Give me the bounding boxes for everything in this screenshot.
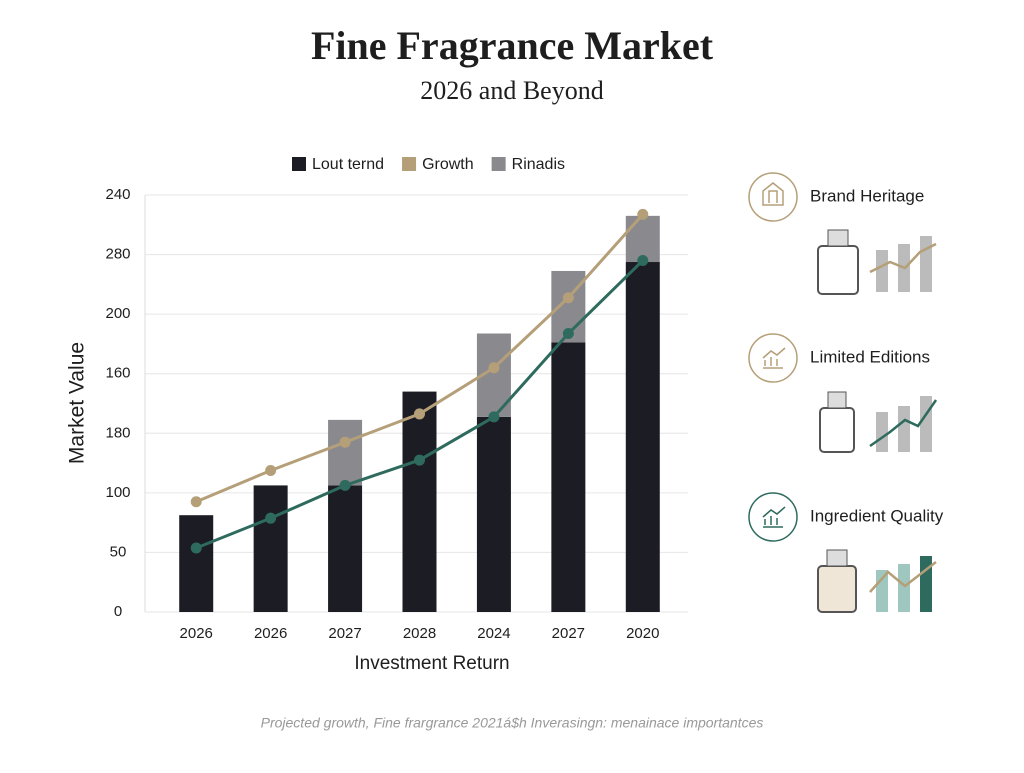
bar: [402, 391, 437, 612]
icon: [762, 506, 786, 528]
arrow-icon: [876, 570, 888, 612]
trend-icon: [869, 399, 938, 448]
bar: [328, 419, 363, 486]
trend-icon: [869, 242, 937, 274]
icon: [762, 347, 786, 369]
y-tick-label: 100: [105, 484, 130, 501]
bottle: [819, 407, 855, 453]
legend-label: Lout ternd: [312, 156, 384, 173]
point: [562, 292, 574, 304]
side-item-title: Brand Heritage: [810, 186, 924, 205]
point: [339, 436, 351, 448]
bottle-cap: [827, 229, 849, 247]
bottle: [817, 245, 859, 295]
arrow-icon: [898, 406, 910, 452]
bar: [179, 515, 214, 612]
arrow-icon: [920, 556, 932, 612]
arrow-icon: [920, 236, 932, 292]
chart-title: Fine Fragrance Market: [311, 23, 714, 68]
bottle: [817, 565, 857, 613]
x-tick-label: 2026: [180, 625, 213, 642]
point: [488, 411, 500, 423]
icon: [748, 172, 798, 222]
trend-icon: [869, 561, 937, 593]
x-tick-label: 2020: [626, 625, 659, 642]
point: [190, 496, 202, 508]
x-tick-label: 2024: [477, 625, 510, 642]
point: [562, 328, 574, 340]
side-panel: Brand Heritage Limited Editions Ingredie…: [748, 172, 944, 613]
point: [637, 208, 649, 220]
point: [190, 542, 202, 554]
arrow-icon: [920, 396, 932, 452]
point: [265, 512, 277, 524]
bottle-cap: [827, 391, 847, 409]
point: [637, 255, 649, 267]
y-tick-label: 200: [105, 305, 130, 322]
icon: [748, 492, 798, 542]
y-tick-label: 50: [110, 543, 127, 560]
y-tick-label: 280: [105, 246, 130, 263]
bar: [476, 416, 511, 612]
bar: [253, 485, 288, 612]
icon: [748, 333, 798, 383]
legend-label: Rinadis: [512, 156, 565, 173]
legend-swatch: [292, 157, 306, 171]
y-tick-label: 0: [114, 603, 122, 620]
x-tick-label: 2026: [254, 625, 287, 642]
legend-swatch: [402, 157, 417, 171]
x-tick-label: 2028: [403, 625, 436, 642]
legend-label: Growth: [422, 156, 474, 173]
x-tick-label: 2027: [328, 625, 361, 642]
point: [339, 479, 351, 491]
y-tick-label: 160: [105, 365, 130, 382]
bar: [551, 342, 586, 612]
point: [488, 362, 500, 374]
x-axis-title: Investment Return: [354, 653, 509, 674]
x-tick-label: 2027: [552, 625, 585, 642]
y-axis-title: Market Value: [66, 342, 89, 464]
bar: [328, 485, 363, 612]
arrow-icon: [876, 412, 888, 452]
y-tick-label: 240: [105, 186, 130, 203]
y-tick-label: 180: [105, 424, 130, 441]
bar: [625, 262, 660, 612]
bottle-cap: [826, 549, 848, 567]
arrow-icon: [876, 250, 888, 292]
bar: [625, 215, 660, 263]
icon: [762, 182, 784, 206]
chart-subtitle: 2026 and Beyond: [420, 76, 603, 105]
point: [414, 408, 425, 420]
arrow-icon: [898, 564, 910, 612]
point: [414, 454, 425, 466]
side-item-title: Ingredient Quality: [810, 506, 944, 525]
legend-swatch: [491, 157, 506, 171]
footnote: Projected growth, Fine frargrance 2021á$…: [261, 715, 764, 731]
side-item-title: Limited Editions: [810, 347, 930, 366]
point: [265, 465, 277, 477]
